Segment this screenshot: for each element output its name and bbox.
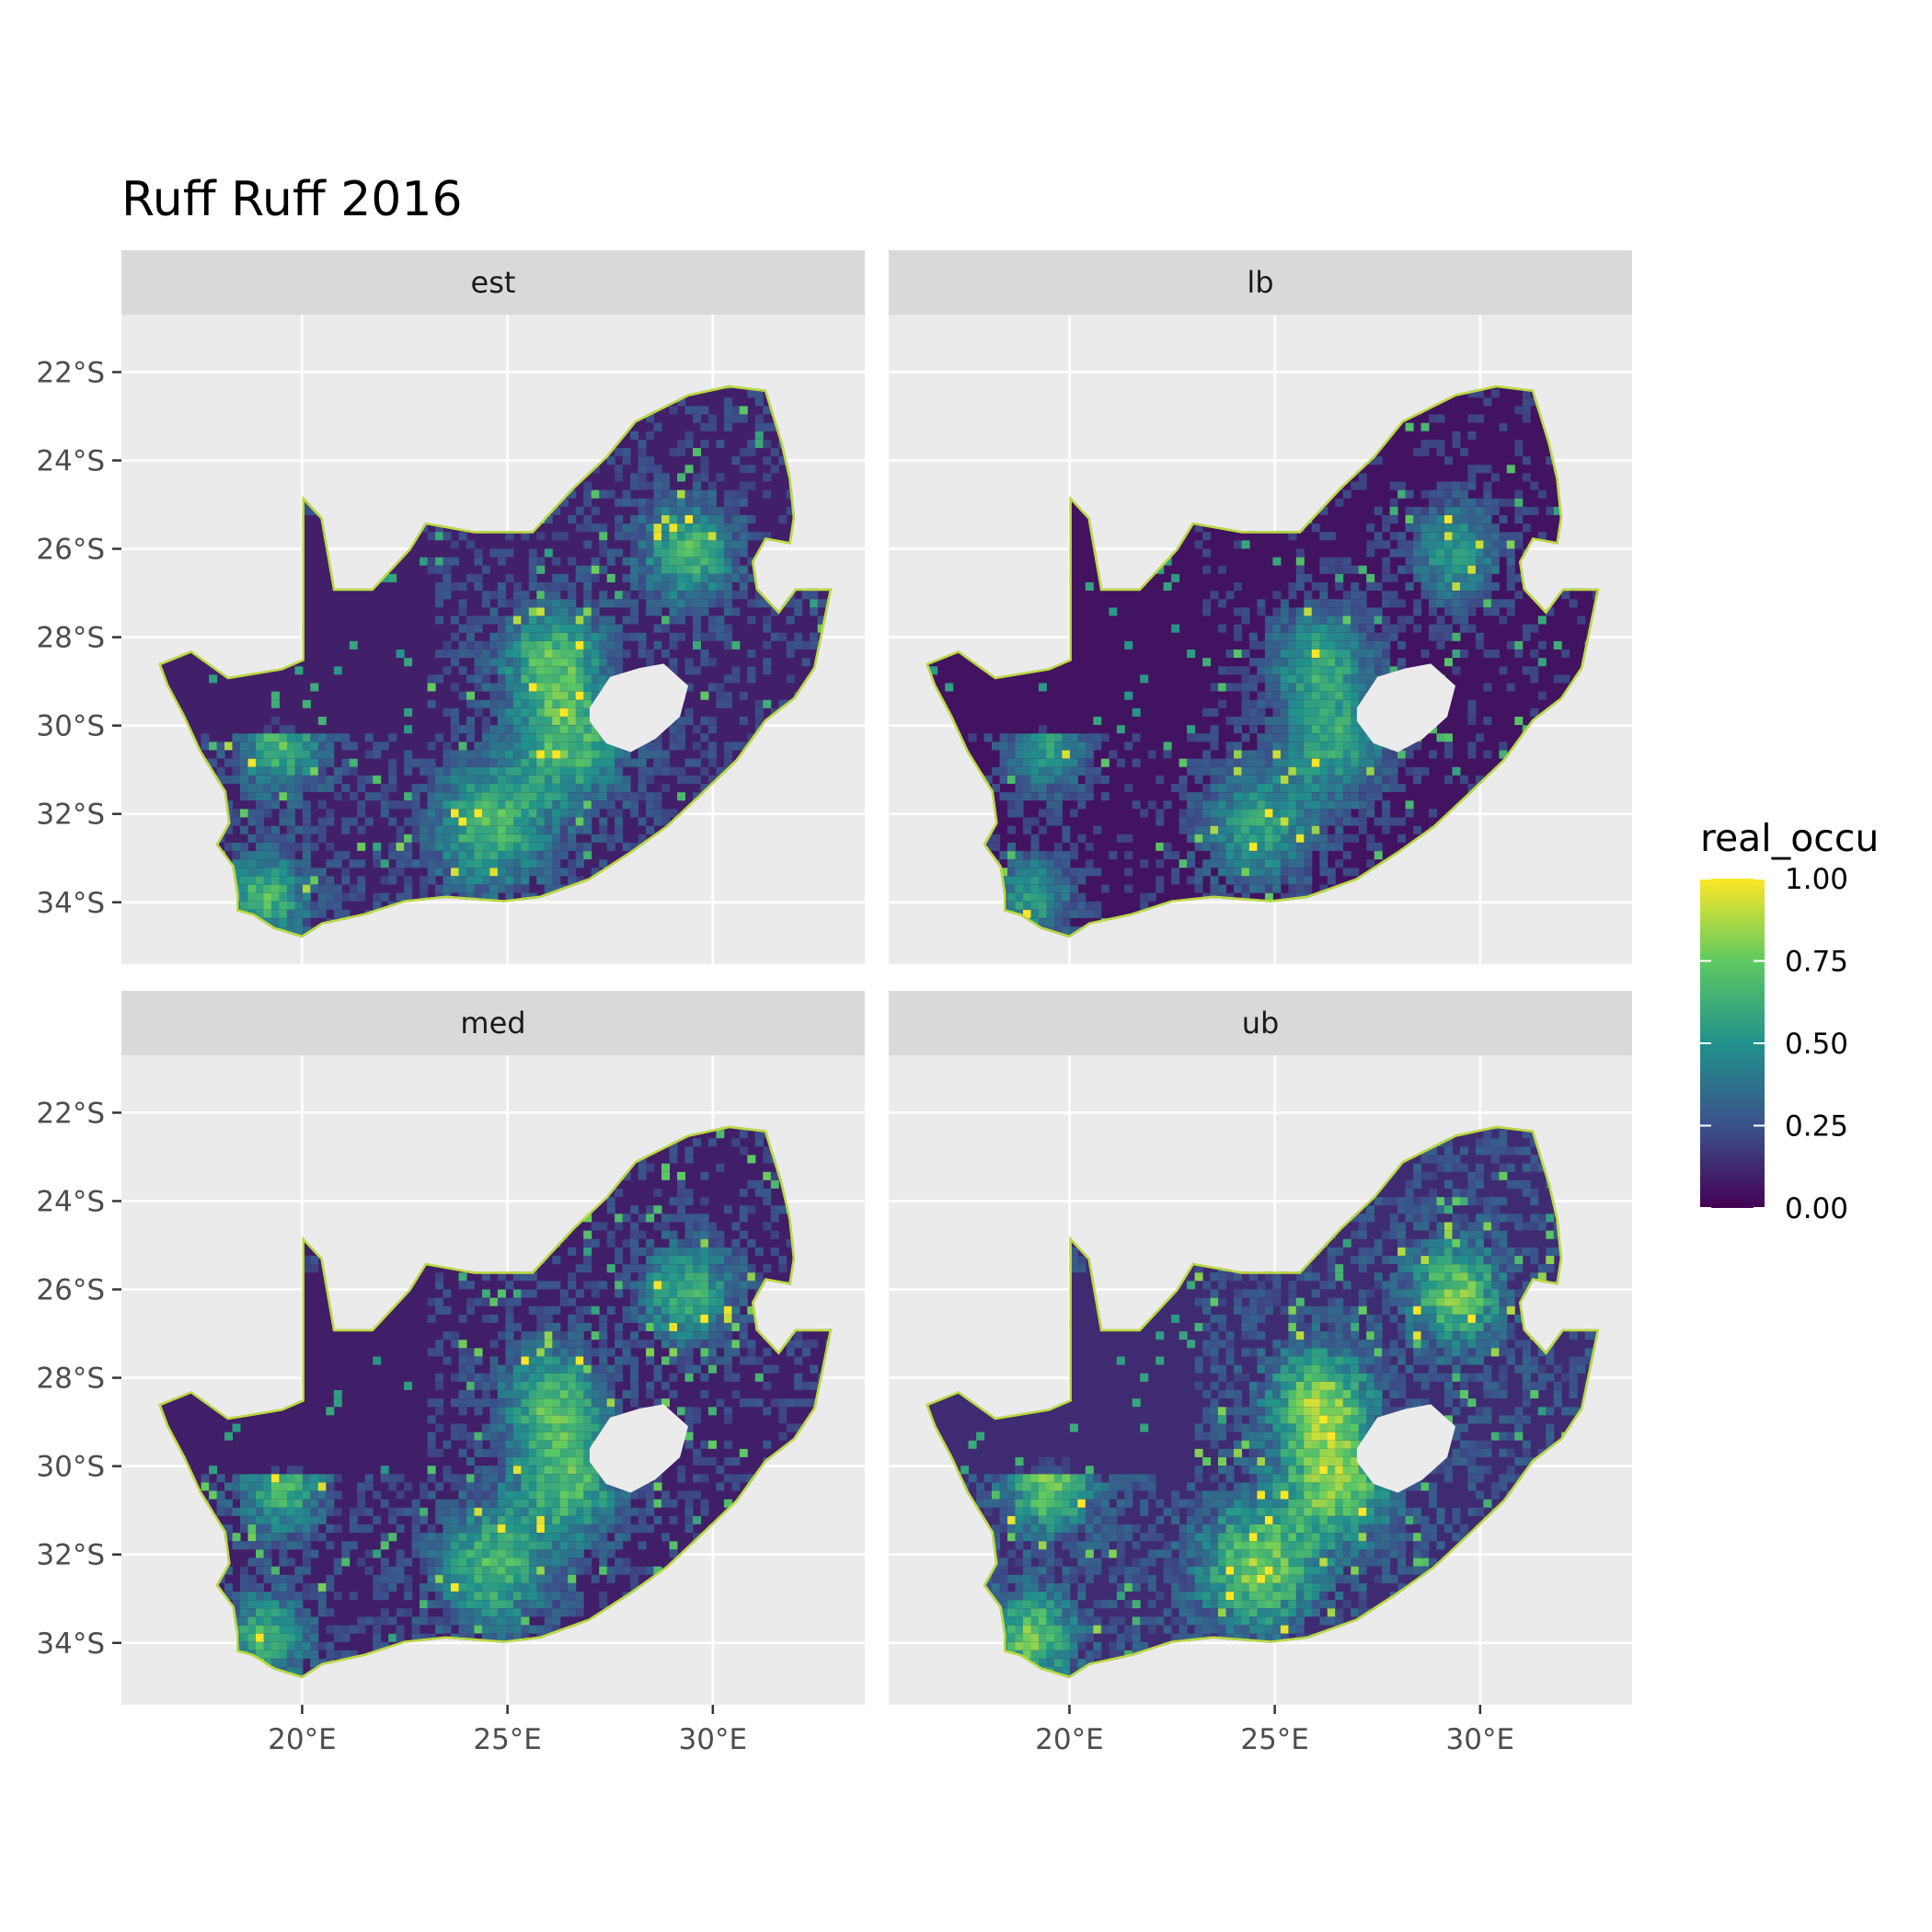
facet-label: ub: [1242, 1006, 1280, 1041]
coastline: [158, 385, 833, 938]
facet-panel-est: est 22°S 24°S 26°S 28°S 30°S 32°S 34°S: [36, 250, 865, 964]
y-tick-label: 30°S: [36, 1451, 105, 1484]
facet-label: lb: [1247, 265, 1273, 300]
legend: real_occu 1.00 0.75 0.50 0.25 0.00: [1700, 816, 1879, 1225]
x-tick-label: 25°E: [473, 1723, 542, 1756]
y-tick-label: 22°S: [36, 1097, 105, 1130]
plot-title: Ruff Ruff 2016: [121, 172, 463, 227]
x-tick-label: 20°E: [268, 1723, 337, 1756]
occupancy-raster: [158, 385, 833, 938]
facet-strip: ub: [889, 991, 1632, 1055]
lesotho-gap: [1356, 1404, 1455, 1493]
y-tick-label: 24°S: [36, 1185, 105, 1218]
x-tick-label: 30°E: [679, 1723, 748, 1756]
legend-tick-label: 0.25: [1785, 1110, 1848, 1144]
y-tick-label: 32°S: [36, 799, 105, 832]
y-tick-label: 30°S: [36, 710, 105, 743]
y-tick-label: 26°S: [36, 534, 105, 567]
y-tick-label: 34°S: [36, 1627, 105, 1661]
facet-strip: lb: [889, 250, 1632, 315]
y-tick-label: 22°S: [36, 356, 105, 389]
legend-tick-label: 0.50: [1785, 1028, 1848, 1061]
x-tick-label: 20°E: [1035, 1723, 1104, 1756]
y-tick-label: 32°S: [36, 1539, 105, 1572]
y-tick-label: 28°S: [36, 622, 105, 655]
legend-tick-label: 1.00: [1785, 863, 1848, 896]
legend-tick-label: 0.75: [1785, 946, 1848, 979]
facet-label: est: [471, 265, 516, 300]
x-tick-label: 25°E: [1240, 1723, 1309, 1756]
y-tick-label: 28°S: [36, 1363, 105, 1396]
facet-strip: est: [121, 250, 865, 315]
lesotho-gap: [589, 1404, 688, 1493]
x-tick-label: 30°E: [1446, 1723, 1515, 1756]
facet-panel-lb: lb: [889, 250, 1632, 964]
lesotho-gap: [1356, 663, 1455, 753]
coastline: [926, 1125, 1600, 1679]
lesotho-gap: [589, 663, 688, 753]
occupancy-raster: [926, 385, 1600, 938]
facet-label: med: [460, 1006, 525, 1041]
facet-panel-ub: ub 20°E 25°E 30°E: [889, 991, 1632, 1756]
y-tick-label: 34°S: [36, 887, 105, 920]
legend-tick-label: 0.00: [1785, 1192, 1848, 1225]
y-tick-label: 26°S: [36, 1274, 105, 1307]
y-tick-label: 24°S: [36, 444, 105, 477]
legend-title: real_occu: [1700, 816, 1879, 860]
facet-strip: med: [121, 991, 865, 1055]
facet-panels: est 22°S 24°S 26°S 28°S 30°S 32°S 34°S lb med 22°S…: [36, 250, 1632, 1756]
facet-panel-med: med 22°S 24°S 26°S 28°S 30°S 32°S 34°S 20°E 25°E 3…: [36, 991, 865, 1756]
coastline: [158, 1125, 833, 1679]
coastline: [926, 385, 1600, 938]
